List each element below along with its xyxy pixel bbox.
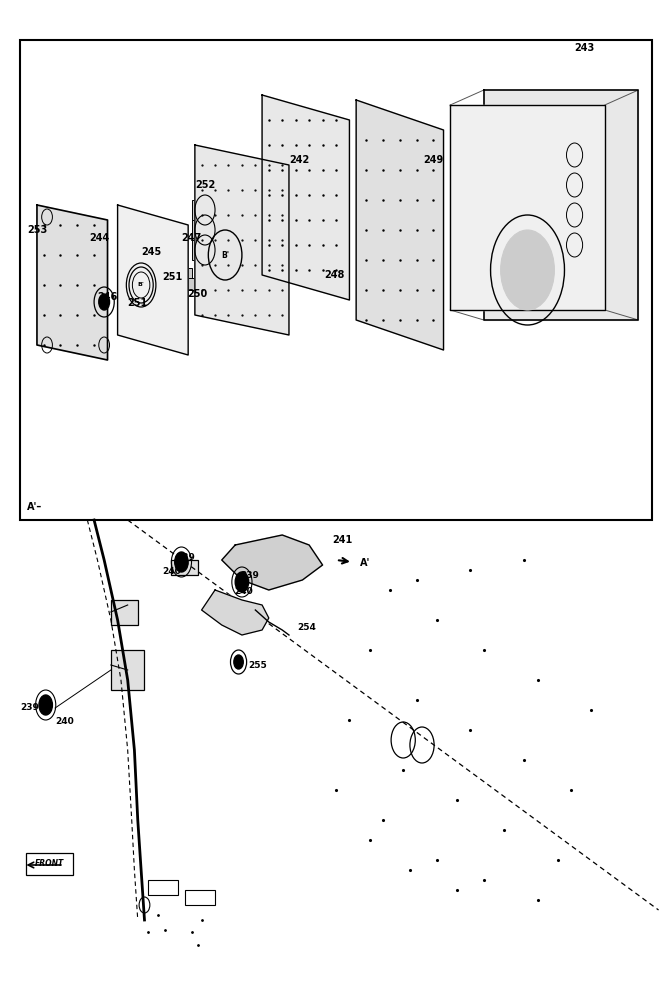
Bar (26, 853, 73, 875)
Text: 246: 246 (97, 292, 118, 302)
Bar (192, 240, 218, 260)
Text: 245: 245 (141, 247, 161, 257)
Circle shape (99, 294, 110, 310)
Text: 254: 254 (297, 624, 316, 633)
Text: A': A' (360, 558, 370, 568)
Text: 239: 239 (240, 570, 259, 580)
Bar (87, 315, 104, 330)
Text: 240: 240 (163, 568, 181, 576)
Text: FRONT: FRONT (34, 859, 64, 868)
Text: 240: 240 (234, 587, 253, 596)
Bar (171, 560, 198, 575)
Bar (148, 880, 178, 895)
Text: 253: 253 (27, 225, 47, 235)
Text: 244: 244 (89, 233, 110, 243)
Text: 239: 239 (176, 552, 195, 562)
Polygon shape (118, 205, 188, 355)
Bar (165, 268, 192, 280)
Bar (192, 200, 218, 220)
Text: A'–: A'– (27, 502, 42, 512)
Bar (279, 155, 336, 225)
Polygon shape (450, 105, 605, 310)
Bar (467, 130, 554, 200)
Circle shape (235, 572, 249, 592)
Text: 251: 251 (162, 272, 182, 282)
Polygon shape (262, 95, 349, 300)
Bar (87, 295, 104, 310)
Text: B': B' (138, 282, 144, 288)
Text: 239: 239 (20, 704, 39, 712)
Polygon shape (202, 590, 269, 635)
Polygon shape (222, 535, 323, 590)
Polygon shape (37, 205, 108, 360)
Text: 240: 240 (55, 718, 74, 726)
Text: B': B' (221, 250, 229, 259)
Bar (87, 265, 104, 280)
Text: 247: 247 (181, 233, 202, 243)
Text: 248: 248 (324, 270, 344, 280)
Polygon shape (356, 100, 444, 350)
Bar (111, 650, 144, 690)
Text: 242: 242 (289, 155, 309, 165)
Bar (168, 278, 195, 290)
Text: 255: 255 (249, 662, 267, 670)
Circle shape (234, 655, 243, 669)
Bar (20, 40, 652, 520)
Text: 250: 250 (187, 289, 208, 299)
Text: 251: 251 (128, 298, 148, 308)
Circle shape (39, 695, 52, 715)
Bar (192, 220, 218, 240)
Text: 243: 243 (575, 43, 595, 53)
Bar (185, 890, 215, 905)
Text: 252: 252 (195, 180, 215, 190)
Polygon shape (195, 145, 289, 335)
Text: 241: 241 (332, 535, 352, 545)
Bar (212, 220, 259, 260)
Circle shape (175, 552, 188, 572)
Text: 249: 249 (423, 155, 444, 165)
Bar (111, 600, 138, 625)
Circle shape (501, 230, 554, 310)
Polygon shape (484, 90, 638, 320)
